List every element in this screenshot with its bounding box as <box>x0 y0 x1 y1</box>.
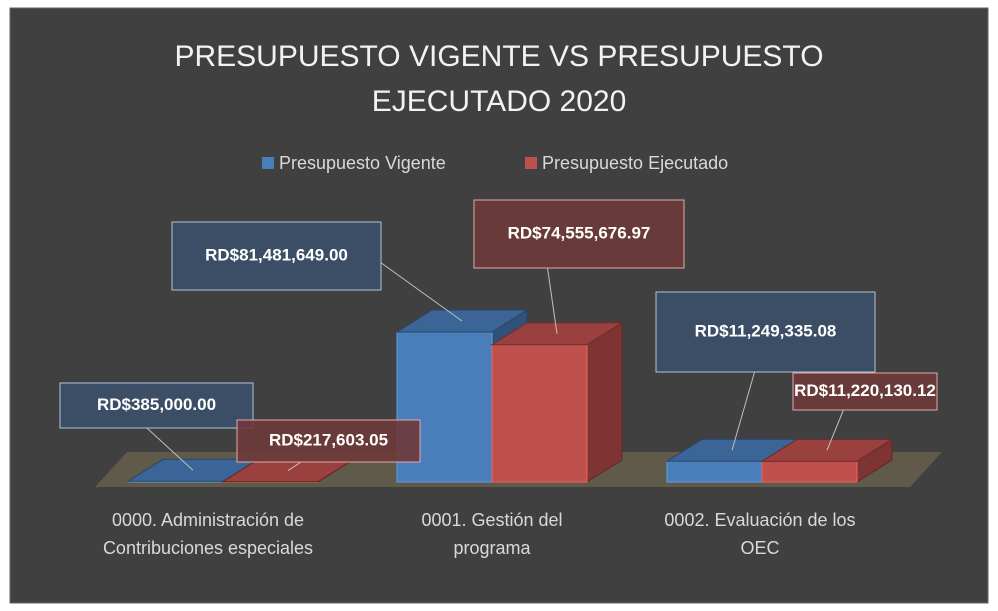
legend-label: Presupuesto Ejecutado <box>542 153 728 173</box>
title-line: PRESUPUESTO VIGENTE VS PRESUPUESTO <box>174 40 823 73</box>
leader-line <box>731 371 756 451</box>
leader-line <box>826 409 844 451</box>
data-label-box <box>473 199 685 269</box>
data-label: RD$217,603.05 <box>269 430 388 449</box>
title-line: EJECUTADO 2020 <box>372 85 627 118</box>
bar <box>761 460 858 483</box>
bar-side <box>586 321 623 483</box>
data-label-box <box>171 221 382 291</box>
x-tick-label: 0002. Evaluación de los OEC <box>664 510 856 558</box>
x-tick-label: 0001. Gestión del programa <box>421 510 563 558</box>
chart-title: PRESUPUESTO VIGENTE VS PRESUPUESTO EJECUT… <box>174 40 823 118</box>
leader-line <box>146 427 194 471</box>
data-label-box <box>59 382 254 429</box>
legend-swatch <box>262 157 274 169</box>
leader-line <box>547 267 558 334</box>
bar <box>666 460 763 483</box>
data-label: RD$385,000.00 <box>97 395 216 414</box>
leader-line <box>287 461 302 472</box>
data-label-box <box>236 419 421 463</box>
legend-label: Presupuesto Vigente <box>279 153 446 173</box>
bar <box>491 344 588 483</box>
data-label: RD$11,220,130.12 <box>794 381 936 400</box>
data-label-box <box>655 291 876 373</box>
data-label: RD$81,481,649.00 <box>205 245 348 264</box>
leader-line <box>380 262 463 322</box>
legend-swatch <box>525 157 537 169</box>
data-label-box <box>792 372 938 411</box>
data-label: RD$74,555,676.97 <box>508 223 651 242</box>
data-label: RD$11,249,335.08 <box>695 321 837 340</box>
x-tick-label: 0000. Administración de Contribuciones e… <box>102 510 314 558</box>
